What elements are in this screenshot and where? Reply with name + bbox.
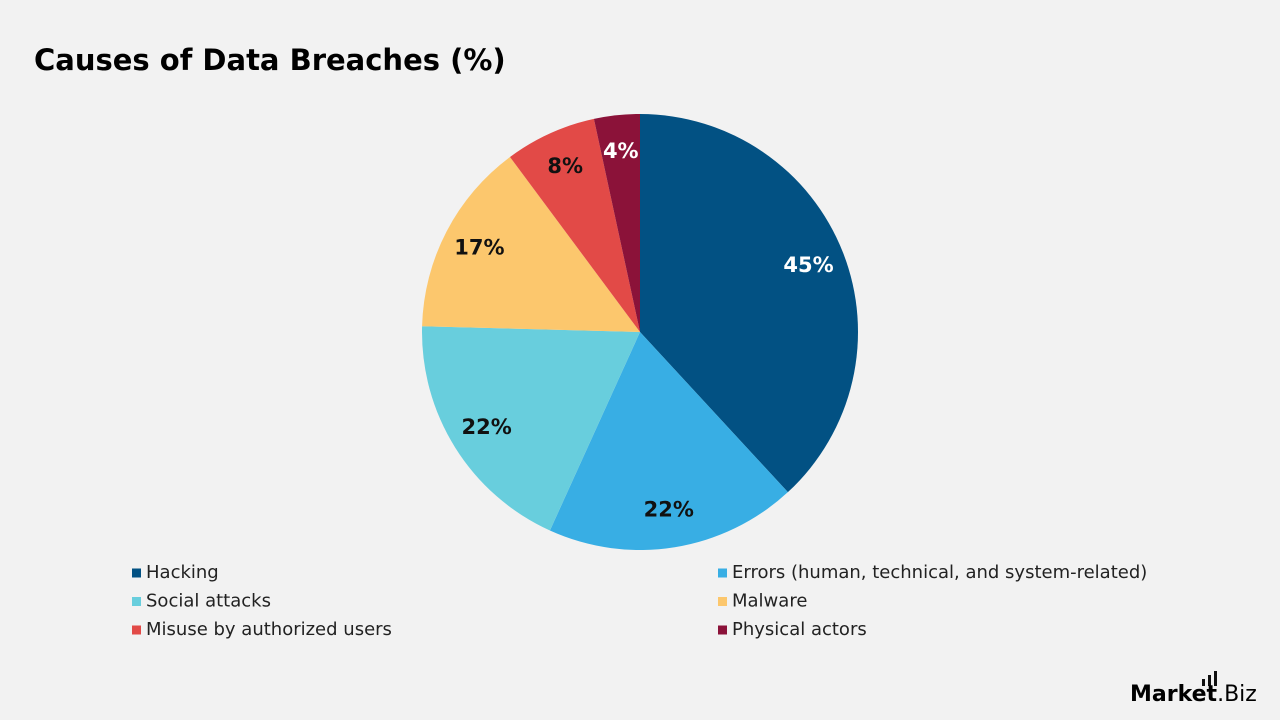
logo-bar xyxy=(1214,671,1217,686)
legend-swatch xyxy=(718,597,727,606)
legend-swatch xyxy=(132,625,141,635)
pie-slice xyxy=(549,332,788,551)
data-label: 17% xyxy=(454,236,504,260)
legend-label: Physical actors xyxy=(732,619,867,640)
logo-bar xyxy=(1202,679,1205,686)
legend-label: Misuse by authorized users xyxy=(146,619,392,640)
pie-slice xyxy=(509,118,640,333)
logo: Market.Biz xyxy=(1130,671,1257,707)
data-label: 4% xyxy=(603,139,639,163)
legend-label: Hacking xyxy=(146,562,219,583)
logo-text: Market.Biz xyxy=(1130,682,1257,707)
data-label: 45% xyxy=(783,253,833,277)
pie-slice xyxy=(640,114,858,493)
pie-slice xyxy=(422,326,640,531)
data-label: 22% xyxy=(644,498,694,522)
data-label: 22% xyxy=(461,415,511,439)
logo-suffix: .Biz xyxy=(1217,682,1257,707)
legend-swatch xyxy=(718,625,727,635)
chart-title: Causes of Data Breaches (%) xyxy=(34,43,506,77)
legend-swatch xyxy=(132,597,141,606)
legend-label: Malware xyxy=(732,591,807,612)
legend-label: Social attacks xyxy=(146,591,271,612)
legend-label: Errors (human, technical, and system-rel… xyxy=(732,562,1147,583)
logo-bar xyxy=(1208,675,1211,686)
logo-brand: Market xyxy=(1130,682,1218,707)
pie-slice xyxy=(593,114,640,332)
pie-slice xyxy=(422,157,640,332)
legend-swatch xyxy=(718,568,727,578)
legend-swatch xyxy=(132,568,141,578)
data-label: 8% xyxy=(547,154,583,178)
